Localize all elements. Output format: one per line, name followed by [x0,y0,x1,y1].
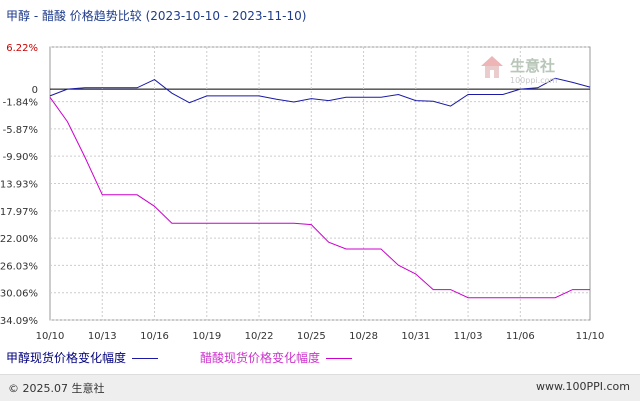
copyright-text: © 2025.07 生意社 [8,382,105,395]
chart-title: 甲醇 - 醋酸 价格趋势比较 (2023-10-10 - 2023-11-10) [6,7,306,24]
watermark-text: 生意社 [510,57,555,75]
legend-methanol-swatch [132,358,159,359]
y-tick-label: -5.87% [3,125,38,136]
x-tick-label: 10/25 [297,331,326,342]
y-tick-label: -26.03% [0,261,38,272]
y-tick-label: -34.09% [0,316,38,327]
chart-title-main: 甲醇 - 醋酸 价格趋势比较 [6,9,142,23]
x-tick-label: 11/10 [576,331,605,342]
chart-title-range: (2023-10-10 - 2023-11-10) [145,9,307,23]
y-tick-label: -22.00% [0,234,38,245]
y-tick-label: -9.90% [3,152,38,163]
x-tick-label: 10/28 [349,331,378,342]
y-tick-label: -30.06% [0,289,38,300]
x-tick-label: 10/19 [192,331,221,342]
house-icon [481,56,503,78]
site-link[interactable]: www.100PPI.com [536,380,630,393]
x-tick-label: 11/03 [454,331,483,342]
x-tick-label: 10/13 [88,331,117,342]
x-tick-label: 10/22 [245,331,274,342]
x-tick-label: 10/16 [140,331,169,342]
watermark-logo: 生意社 100ppi.com [478,52,588,90]
y-tick-label: -13.93% [0,179,38,190]
line-chart: 6.22% 0 -1.84% -5.87% -9.90% -13.93% -17.97% -2… [0,43,605,342]
watermark-subtext: 100ppi.com [510,76,557,85]
legend-acetic-label: 醋酸现货价格变化幅度 [200,351,321,365]
legend-acetic-swatch [326,358,353,359]
y-tick-label: 6.22% [6,43,38,54]
y-tick-label: 0 [32,85,38,96]
x-tick-label: 10/31 [401,331,430,342]
x-tick-label: 11/06 [506,331,535,342]
x-tick-label: 10/10 [36,331,65,342]
legend-methanol-label: 甲醇现货价格变化幅度 [6,351,127,365]
y-tick-label: -1.84% [3,98,38,109]
legend-acetic: 醋酸现货价格变化幅度 [200,349,353,366]
y-tick-label: -17.97% [0,207,38,218]
legend-methanol: 甲醇现货价格变化幅度 [6,349,159,366]
series-methanol-line [49,77,591,107]
footer-bar: © 2025.07 生意社 www.100PPI.com [0,374,640,401]
series-acetic-line [49,97,590,299]
